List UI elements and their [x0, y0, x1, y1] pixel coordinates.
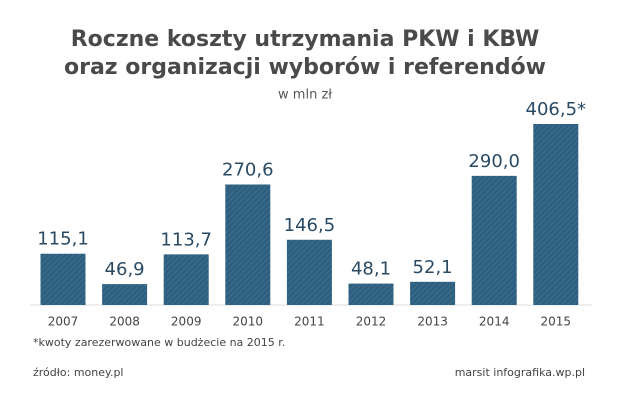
x-tick-label: 2009	[171, 315, 202, 329]
data-label: 115,1	[37, 229, 89, 250]
footnote: *kwoty zarezerwowane w budżecie na 2015 …	[33, 336, 285, 349]
data-label: 46,9	[105, 259, 145, 280]
data-label: 48,1	[351, 259, 391, 280]
bar	[410, 281, 456, 305]
source: źródło: money.pl	[33, 366, 124, 379]
bar	[163, 254, 209, 305]
data-label: 146,5	[284, 215, 336, 236]
x-tick-label: 2011	[294, 315, 325, 329]
credit: marsit infografika.wp.pl	[455, 366, 585, 379]
chart-subtitle: w mln zł	[278, 88, 332, 103]
bar	[286, 239, 332, 305]
chart-title: Roczne koszty utrzymania PKW i KBW	[71, 27, 540, 52]
bar	[348, 283, 394, 305]
bar	[471, 175, 517, 305]
bar	[533, 123, 579, 305]
x-tick-label: 2007	[48, 315, 79, 329]
data-label: 406,5*	[526, 99, 587, 120]
data-label: 52,1	[413, 257, 453, 278]
bar	[40, 253, 86, 305]
x-tick-label: 2013	[417, 315, 448, 329]
x-tick-label: 2008	[109, 315, 140, 329]
x-tick-label: 2014	[479, 315, 510, 329]
data-label: 270,6	[222, 160, 274, 181]
bar	[225, 184, 271, 305]
x-tick-label: 2015	[541, 315, 572, 329]
x-tick-label: 2012	[356, 315, 387, 329]
x-tick-label: 2010	[233, 315, 264, 329]
bar	[102, 284, 148, 305]
data-label: 113,7	[160, 229, 212, 250]
data-label: 290,0	[468, 151, 520, 172]
chart-title: oraz organizacji wyborów i referendów	[64, 55, 546, 80]
